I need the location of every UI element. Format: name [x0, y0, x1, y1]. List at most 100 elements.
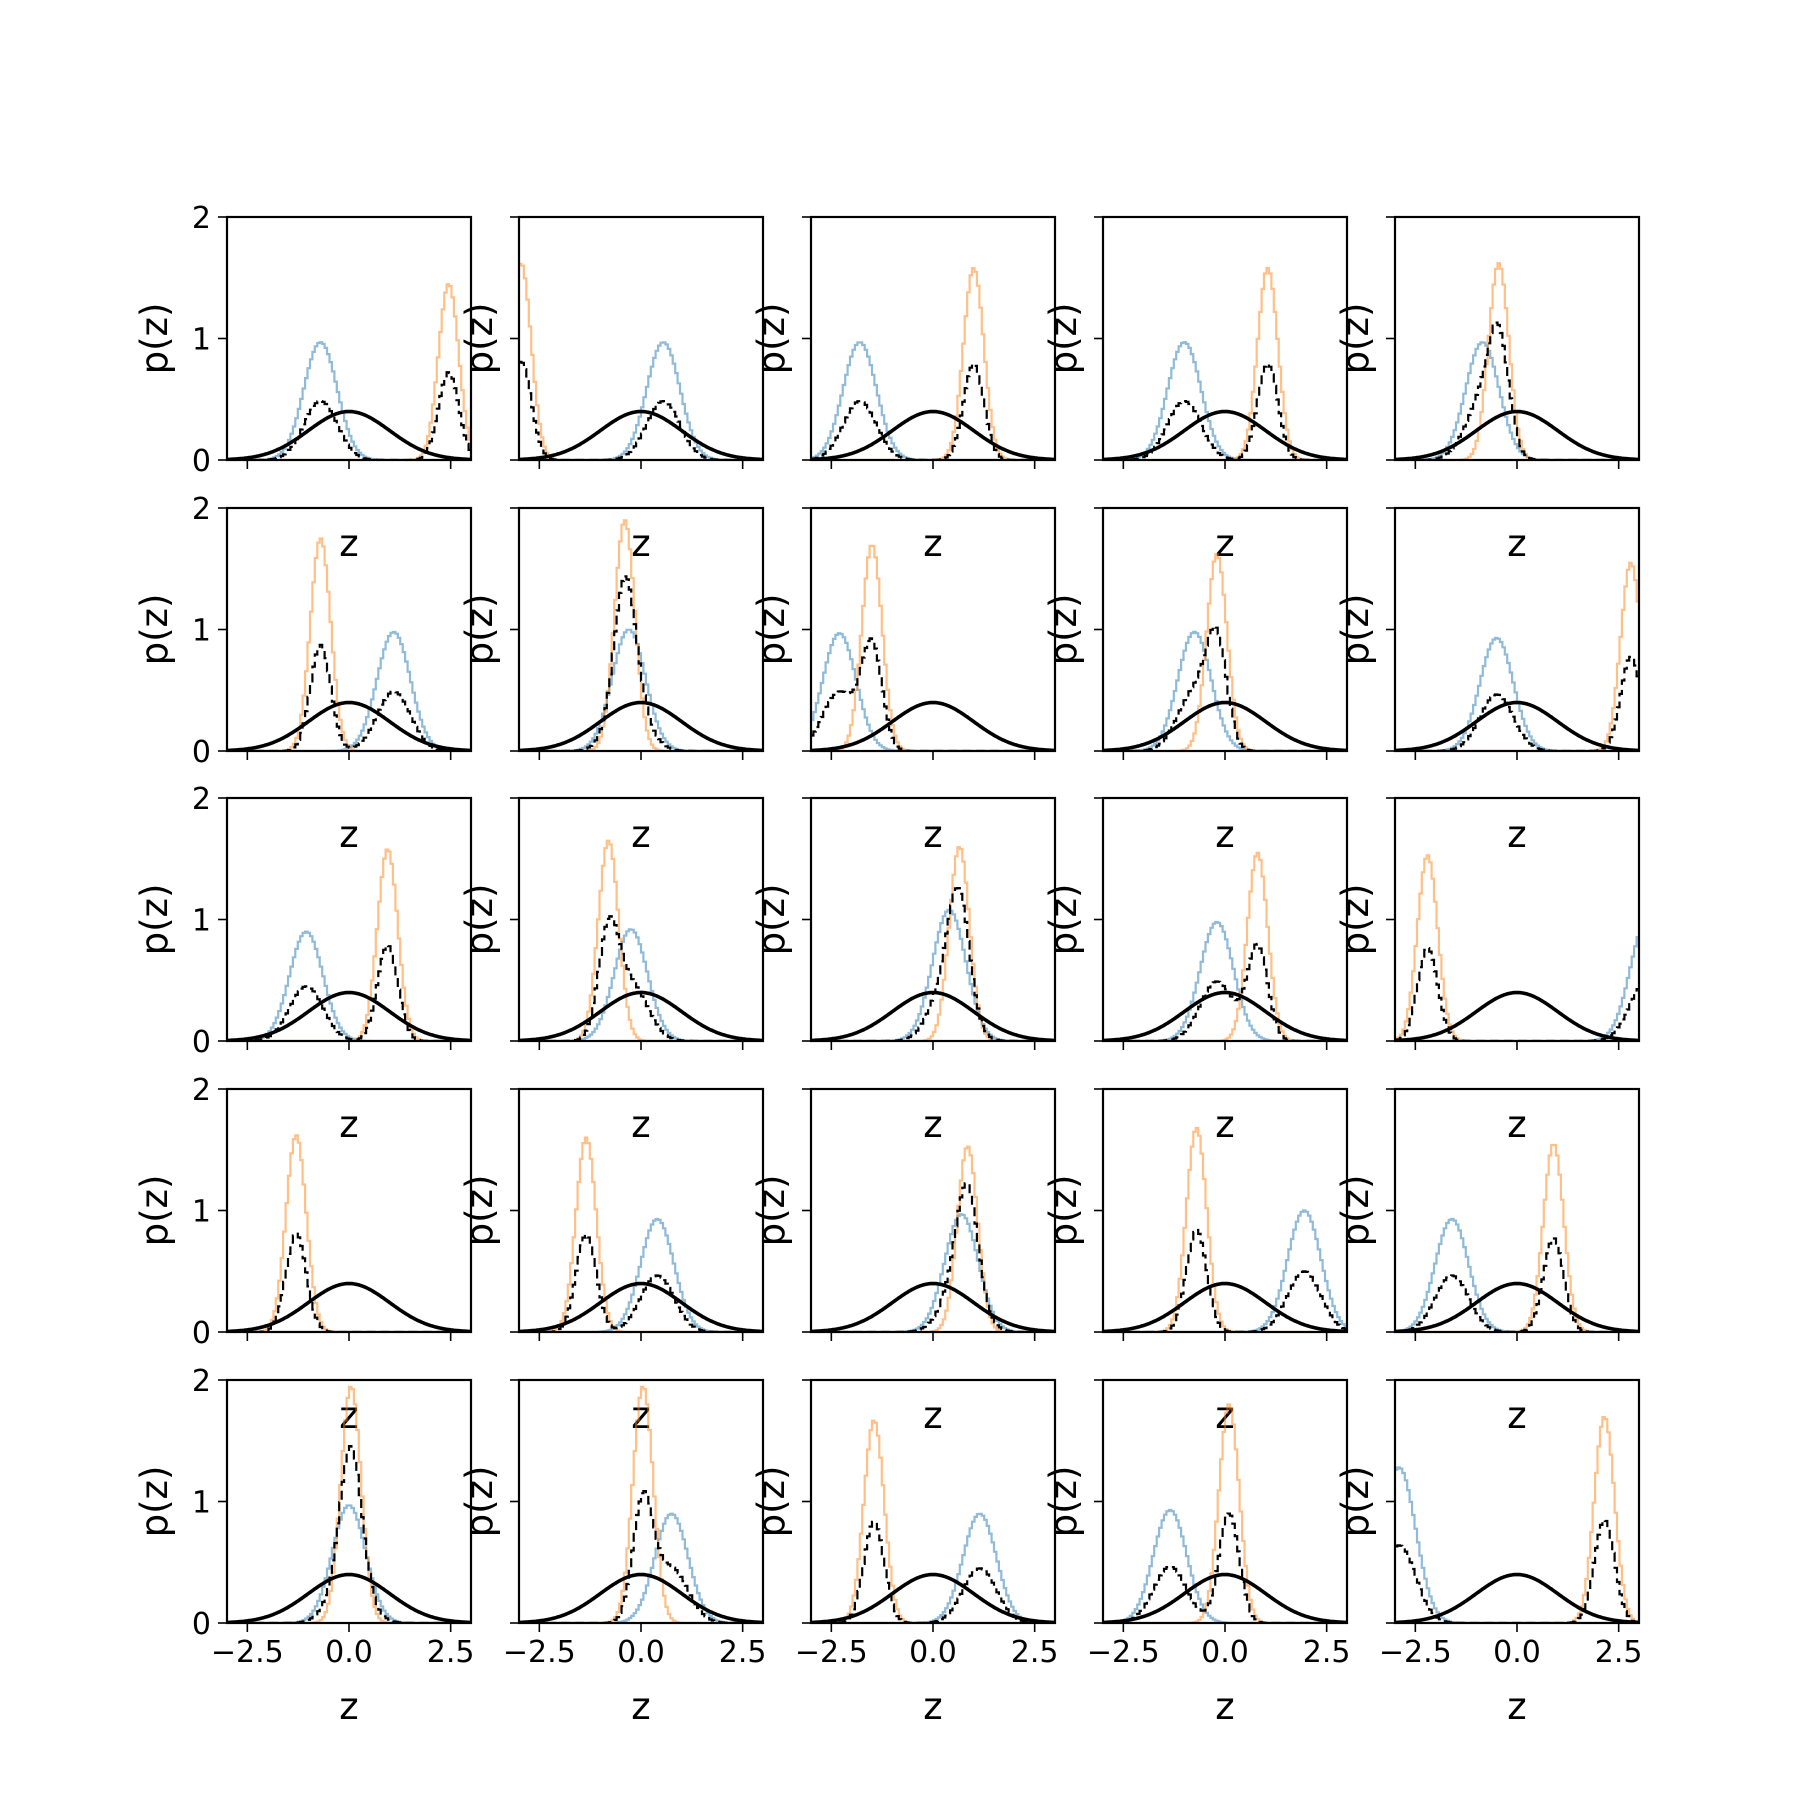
component-2-histogram [1395, 1416, 1639, 1623]
component-2-histogram [811, 846, 1055, 1041]
component-1-histogram [811, 908, 1055, 1041]
y-tick-label: 2 [192, 782, 211, 817]
y-axis-label: p(z) [133, 1175, 176, 1247]
y-tick-label: 0 [192, 735, 211, 770]
x-axis-label: z [1215, 522, 1234, 565]
y-axis-label: p(z) [750, 1175, 793, 1247]
prior-density-curve [519, 1572, 763, 1623]
component-2-histogram [1103, 851, 1347, 1041]
panel-plot-area [227, 1134, 471, 1332]
prior-density-curve [227, 700, 471, 751]
x-axis-label: z [1507, 1685, 1526, 1728]
component-1-histogram [227, 930, 471, 1041]
panel-plot-area [227, 283, 471, 460]
y-axis-label: p(z) [1334, 594, 1377, 666]
mixture-histogram [1395, 1519, 1639, 1623]
x-axis-label: z [1215, 1685, 1234, 1728]
panel-frame [517, 215, 765, 462]
component-2-histogram [1103, 266, 1347, 460]
panel-plot-area [811, 544, 1055, 751]
prior-density-curve [519, 1281, 763, 1332]
y-tick-label: 2 [192, 492, 211, 527]
y-tick-label: 0 [192, 1025, 211, 1060]
panel-r1-c4: z p(z) [1042, 215, 1349, 565]
panel-plot-area [519, 1136, 763, 1332]
component-1-histogram [519, 928, 763, 1041]
y-axis-label: p(z) [1334, 884, 1377, 956]
panel-r2-c1: 0 1 2 z p(z) [133, 492, 473, 856]
y-axis-label: p(z) [458, 1466, 501, 1538]
prior-density-curve [1395, 1281, 1639, 1332]
panel-r1-c5: z p(z) [1334, 215, 1641, 565]
x-axis-label: z [339, 522, 358, 565]
mixture-histogram [1103, 362, 1347, 460]
mixture-histogram [811, 1520, 1055, 1623]
panel-plot-area [811, 846, 1055, 1041]
panel-plot-area [1103, 851, 1347, 1041]
component-1-histogram [1103, 630, 1347, 751]
x-axis-label: z [631, 1103, 650, 1146]
panel-r4-c2: z p(z) [458, 1087, 765, 1437]
panel-r5-c1: −2.5 0.0 2.5 0 1 2 z p(z) [133, 1364, 475, 1728]
prior-density-curve [811, 990, 1055, 1041]
panel-r1-c3: z p(z) [750, 215, 1057, 565]
x-tick-label: 0.0 [617, 1635, 665, 1670]
component-1-histogram [227, 1504, 471, 1623]
panel-r3-c4: z p(z) [1042, 796, 1349, 1146]
component-2-histogram [227, 848, 471, 1041]
mixture-histogram [227, 643, 471, 751]
panel-plot-area [1395, 561, 1639, 751]
mixture-histogram [811, 1182, 1055, 1332]
prior-density-curve [811, 1281, 1055, 1332]
panel-plot-area [811, 1145, 1055, 1332]
y-tick-label: 2 [192, 1073, 211, 1108]
component-2-histogram [1395, 854, 1639, 1041]
mixture-histogram [1395, 947, 1639, 1041]
component-2-histogram [1395, 262, 1639, 460]
panel-r2-c2: z p(z) [458, 506, 765, 856]
x-axis-label: z [923, 1394, 942, 1437]
y-axis-label: p(z) [1334, 303, 1377, 375]
prior-density-curve [811, 700, 1055, 751]
y-axis-label: p(z) [750, 303, 793, 375]
x-axis-label: z [1215, 1103, 1234, 1146]
x-tick-label: 2.5 [427, 1635, 475, 1670]
panel-r4-c5: z p(z) [1334, 1087, 1641, 1437]
panel-plot-area [519, 1385, 763, 1623]
prior-density-curve [811, 1572, 1055, 1623]
prior-density-curve [811, 409, 1055, 460]
y-tick-label: 0 [192, 444, 211, 479]
component-2-histogram [227, 1134, 471, 1332]
x-tick-label: 2.5 [1595, 1635, 1643, 1670]
x-tick-label: 2.5 [1011, 1635, 1059, 1670]
component-2-histogram [227, 283, 471, 460]
component-2-histogram [1103, 553, 1347, 751]
component-1-histogram [811, 341, 1055, 460]
prior-density-curve [1103, 700, 1347, 751]
component-1-histogram [1395, 1217, 1639, 1332]
prior-density-curve [1103, 990, 1347, 1041]
mixture-histogram [519, 575, 763, 751]
x-axis-label: z [631, 522, 650, 565]
component-2-histogram [1395, 561, 1639, 751]
prior-density-curve [519, 990, 763, 1041]
component-1-histogram [1103, 920, 1347, 1041]
component-1-histogram [811, 1512, 1055, 1623]
mixture-histogram [1103, 1512, 1347, 1623]
panel-r2-c3: z p(z) [750, 506, 1057, 856]
x-axis-label: z [339, 1103, 358, 1146]
panel-plot-area [519, 262, 763, 460]
x-axis-label: z [923, 1103, 942, 1146]
x-tick-label: 0.0 [325, 1635, 373, 1670]
prior-density-curve [227, 409, 471, 460]
panel-r2-c5: z p(z) [1334, 506, 1641, 856]
component-1-histogram [519, 341, 763, 460]
y-tick-label: 2 [192, 201, 211, 236]
mixture-histogram [227, 1445, 471, 1623]
panel-r5-c2: −2.5 0.0 2.5 z p(z) [458, 1378, 767, 1728]
mixture-histogram [811, 637, 1055, 751]
y-axis-label: p(z) [1042, 1175, 1085, 1247]
panel-frame [225, 215, 473, 462]
panel-plot-area [1395, 1416, 1639, 1623]
component-2-histogram [519, 1136, 763, 1332]
